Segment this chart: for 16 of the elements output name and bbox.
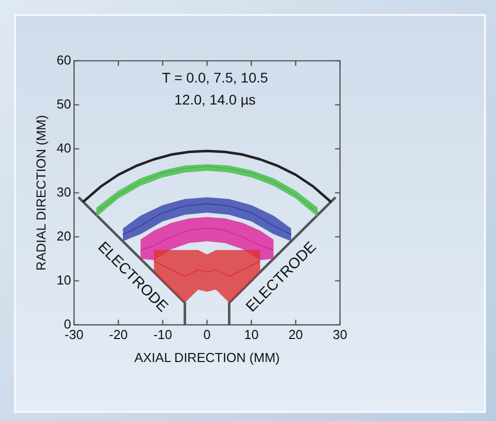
x-tick-label: 20	[288, 327, 303, 342]
y-tick-label: 30	[56, 184, 72, 200]
y-tick-label: 20	[56, 228, 72, 244]
y-tick-label: 60	[56, 52, 72, 68]
x-tick-label: 0	[203, 327, 211, 342]
x-tick-label: -10	[153, 327, 172, 342]
annotation: T = 0.0, 7.5, 10.5	[162, 70, 268, 86]
x-axis-title: AXIAL DIRECTION (MM)	[134, 350, 280, 365]
y-axis-title: RADIAL DIRECTION (MM)	[33, 115, 48, 271]
y-tick-label: 10	[56, 272, 72, 288]
x-tick-label: 30	[332, 327, 348, 342]
x-tick-label: -20	[108, 327, 128, 342]
x-tick-label: 10	[244, 327, 259, 342]
y-tick-label: 50	[56, 96, 72, 112]
y-tick-label: 40	[56, 140, 72, 156]
annotation: 12.0, 14.0 µs	[174, 92, 256, 108]
